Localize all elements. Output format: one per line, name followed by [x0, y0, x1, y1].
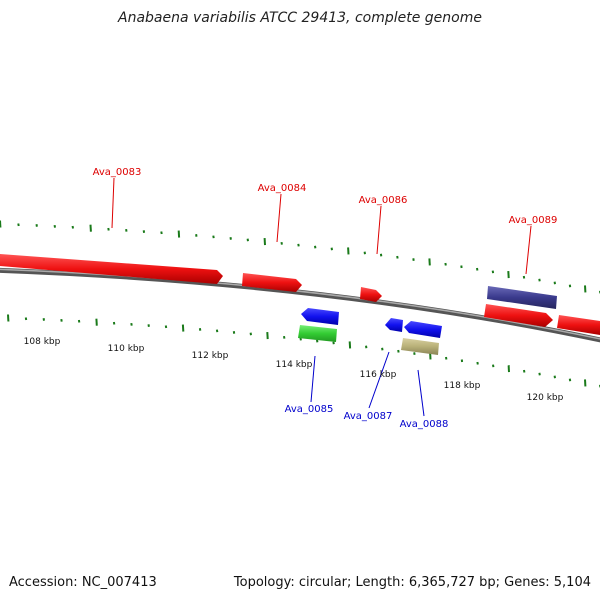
forward-tick-track [0, 220, 600, 294]
gene-label-ava-0086[interactable]: Ava_0086 [359, 195, 408, 206]
reverse-tick-track [7, 314, 600, 388]
genome-summary-text: Topology: circular; Length: 6,365,727 bp… [233, 575, 591, 590]
coord-label-112: 112 kbp [192, 351, 229, 361]
forward-leader-lines [111, 177, 532, 275]
gene-arrow-ava-0088[interactable] [404, 321, 442, 338]
coord-label-110: 110 kbp [108, 344, 145, 354]
gene-arrow-edge[interactable] [557, 315, 600, 335]
gene-arrow-ava-0088-khaki[interactable] [401, 338, 439, 355]
gene-label-ava-0083[interactable]: Ava_0083 [93, 167, 142, 178]
gene-label-ava-0084[interactable]: Ava_0084 [258, 183, 307, 194]
gene-arrow-ava-0087[interactable] [385, 318, 403, 332]
accession-text: Accession: NC_007413 [9, 575, 157, 590]
coord-label-116: 116 kbp [360, 370, 397, 380]
gene-label-ava-0085[interactable]: Ava_0085 [285, 404, 334, 415]
gene-label-ava-0088[interactable]: Ava_0088 [400, 419, 449, 430]
coord-label-108: 108 kbp [24, 337, 61, 347]
gene-label-ava-0089[interactable]: Ava_0089 [509, 215, 558, 226]
coord-label-114: 114 kbp [276, 360, 313, 370]
gene-arrow-ava-0089-upper[interactable] [487, 286, 557, 309]
genome-backbone [0, 267, 600, 343]
gene-arrow-ava-0084[interactable] [242, 273, 302, 292]
reverse-leader-lines [310, 351, 425, 417]
coord-label-120: 120 kbp [527, 393, 564, 403]
gene-label-ava-0087[interactable]: Ava_0087 [344, 411, 393, 422]
gene-arrow-ava-0085[interactable] [301, 308, 339, 325]
gene-arrow-ava-0089[interactable] [484, 304, 553, 327]
gene-arrow-ava-0083[interactable] [0, 254, 223, 284]
gene-arrow-ava-0085-green[interactable] [298, 325, 337, 342]
gene-arrow-ava-0086[interactable] [360, 287, 382, 302]
coord-label-118: 118 kbp [444, 381, 481, 391]
map-title: Anabaena variabilis ATCC 29413, complete… [117, 10, 482, 26]
